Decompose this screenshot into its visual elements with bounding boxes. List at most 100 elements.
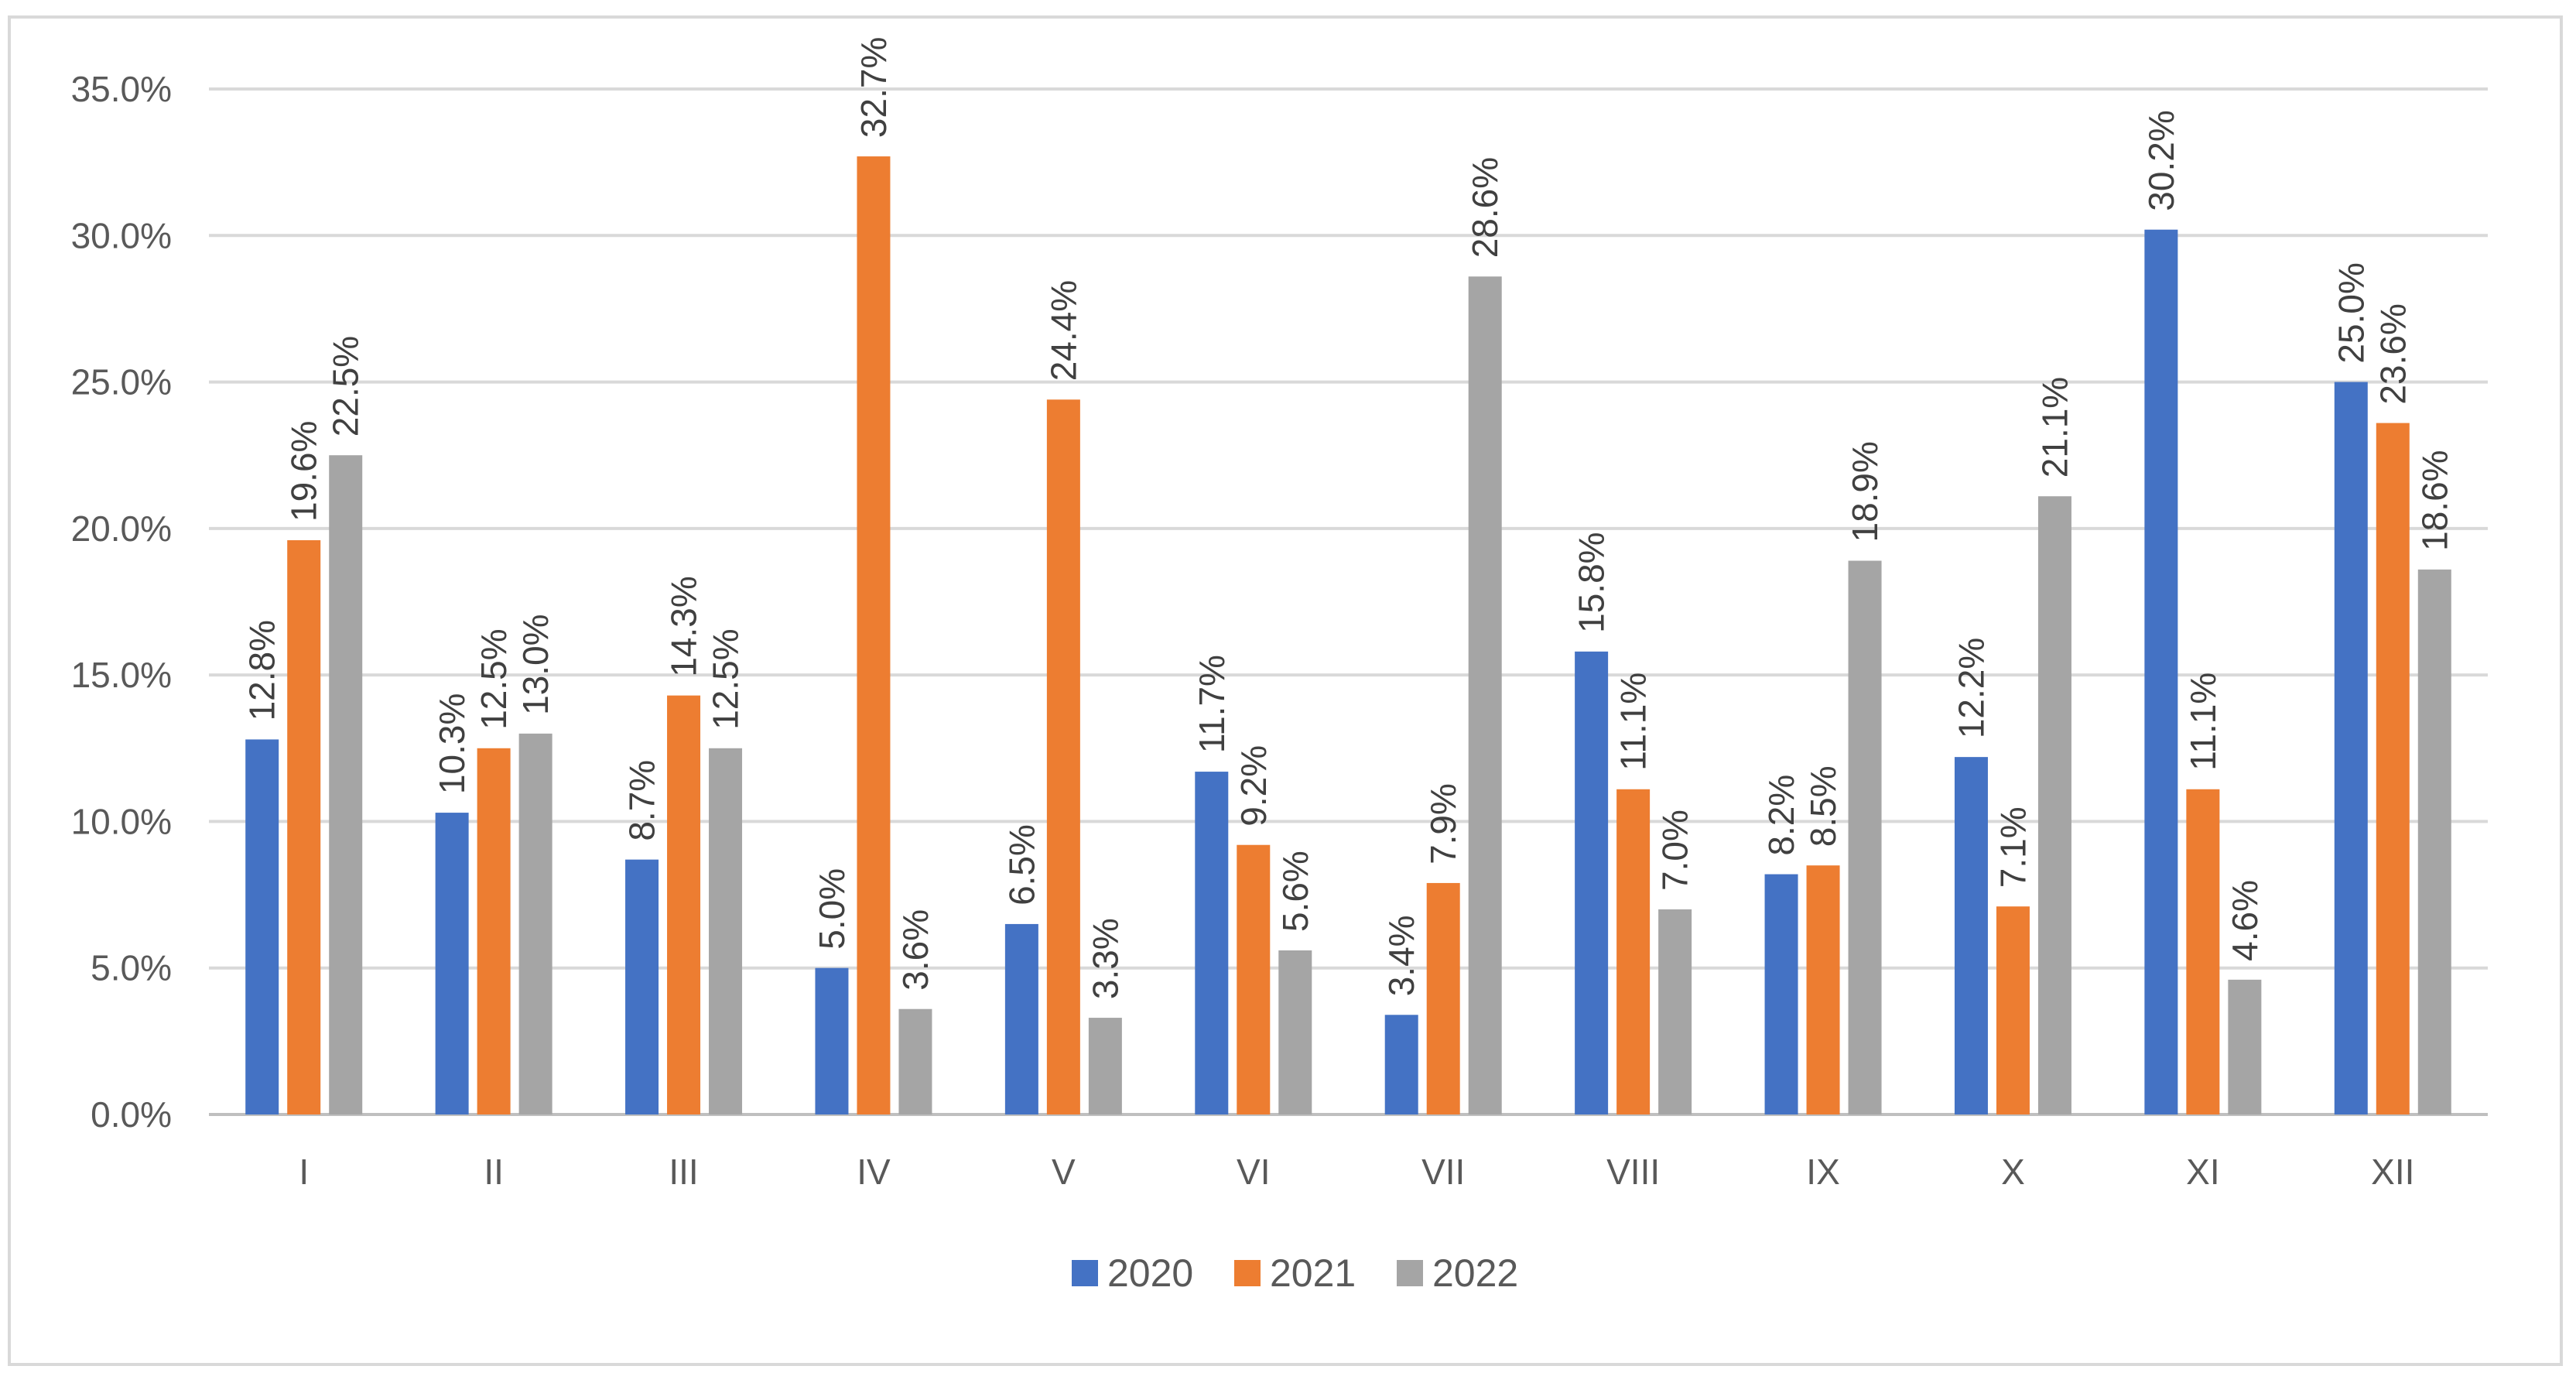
x-tick-label: V [1052,1152,1076,1192]
data-label: 13.0% [515,614,556,714]
bar-2020 [1384,1015,1418,1114]
bars [245,156,2451,1115]
bar-2020 [1004,923,1038,1114]
bar-2021 [1046,399,1080,1114]
data-label: 30.2% [2141,110,2181,211]
y-tick-label: 15.0% [71,655,172,695]
x-tick-label: II [484,1152,504,1192]
data-label: 18.6% [2414,450,2455,550]
legend-swatch-2020 [1072,1260,1098,1286]
bar-2020 [2144,229,2178,1114]
legend: 2020 2021 2022 [1072,1251,1518,1295]
data-label: 7.0% [1655,810,1695,891]
data-label: 25.0% [2331,262,2371,363]
data-label: 32.7% [854,37,894,138]
data-label: 8.2% [1761,775,1801,856]
legend-label-2022: 2022 [1432,1251,1518,1295]
legend-swatch-2021 [1234,1260,1261,1286]
bar-2020 [625,859,659,1114]
bar-2021 [857,156,891,1115]
y-tick-label: 10.0% [71,801,172,841]
data-label: 8.7% [622,760,662,841]
data-label: 12.5% [474,628,514,729]
x-tick-label: XI [2186,1152,2219,1192]
bar-2021 [2186,789,2220,1114]
bar-2020 [815,967,849,1114]
data-label: 12.2% [1951,638,1991,738]
x-tick-label: VII [1421,1152,1465,1192]
chart-frame [8,15,2563,1366]
data-label: 12.5% [706,628,746,729]
x-tick-label: XII [2371,1152,2414,1192]
y-tick-label: 35.0% [71,69,172,109]
bar-2020 [1764,874,1798,1114]
data-label: 7.1% [1993,806,2033,888]
x-tick-label: VI [1237,1152,1270,1192]
bar-2020 [1195,772,1229,1114]
data-label: 28.6% [1465,157,1505,258]
data-label: 6.5% [1001,824,1042,906]
bar-2020 [245,739,279,1114]
x-tick-label: III [669,1152,698,1192]
data-label: 4.6% [2225,880,2265,961]
bar-2022 [1468,276,1502,1115]
y-axis-tick-labels: 0.0% 5.0% 10.0% 15.0% 20.0% 25.0% 30.0% 35.0% [71,69,172,1135]
bar-2021 [1806,865,1840,1114]
data-label: 3.6% [895,909,936,991]
bar-2022 [1278,950,1312,1114]
data-label: 23.6% [2372,303,2413,404]
bar-2022 [518,733,552,1114]
data-label: 24.4% [1043,280,1083,381]
x-tick-label: IV [857,1152,891,1192]
data-labels: 12.8%19.6%22.5%10.3%12.5% 13.0%8.7%14.3%1… [242,37,2455,999]
y-tick-label: 25.0% [71,362,172,402]
x-tick-label: VIII [1606,1152,1660,1192]
data-label: 9.2% [1233,745,1274,827]
bar-2021 [1996,906,2030,1114]
x-axis-tick-labels: I II III IV V VI VII VIII IX X XI XII [299,1152,2414,1192]
bar-2021 [1426,882,1460,1114]
bar-2022 [329,455,363,1114]
data-label: 3.3% [1085,918,1125,999]
data-label: 12.8% [242,620,282,721]
bar-2021 [2376,423,2410,1114]
y-tick-label: 20.0% [71,508,172,549]
legend-swatch-2022 [1397,1260,1423,1286]
bar-2021 [287,540,321,1114]
bar-2021 [1616,789,1651,1114]
bar-2022 [2037,496,2071,1114]
x-tick-label: X [2001,1152,2025,1192]
data-label: 10.3% [432,693,472,794]
bar-2021 [477,748,511,1114]
bar-2020 [435,813,469,1114]
data-label: 5.0% [812,868,852,950]
data-label: 7.9% [1423,783,1463,864]
bar-2022 [898,1008,932,1114]
bar-2022 [709,748,743,1114]
data-label: 8.5% [1803,765,1843,847]
legend-label-2020: 2020 [1107,1251,1193,1295]
bar-2022 [2417,569,2451,1114]
data-label: 11.7% [1192,655,1232,753]
data-label: 18.9% [1845,441,1885,542]
x-tick-label: IX [1806,1152,1839,1192]
bar-2020 [1575,651,1609,1114]
bar-2022 [1088,1018,1122,1114]
bar-2021 [667,695,701,1114]
x-tick-label: I [299,1152,309,1192]
legend-label-2021: 2021 [1270,1251,1356,1295]
y-tick-label: 30.0% [71,215,172,255]
y-tick-label: 5.0% [91,948,172,988]
bar-2020 [2334,382,2368,1115]
data-label: 22.5% [326,336,366,437]
data-label: 11.1% [2183,673,2223,771]
bar-2022 [1658,909,1692,1114]
data-label: 21.1% [2034,377,2075,478]
data-label: 15.8% [1572,532,1612,632]
gridlines [209,87,2488,1116]
bar-2021 [1237,844,1271,1114]
data-label: 14.3% [664,576,704,676]
data-label: 5.6% [1275,851,1315,932]
data-label: 11.1% [1613,673,1654,771]
